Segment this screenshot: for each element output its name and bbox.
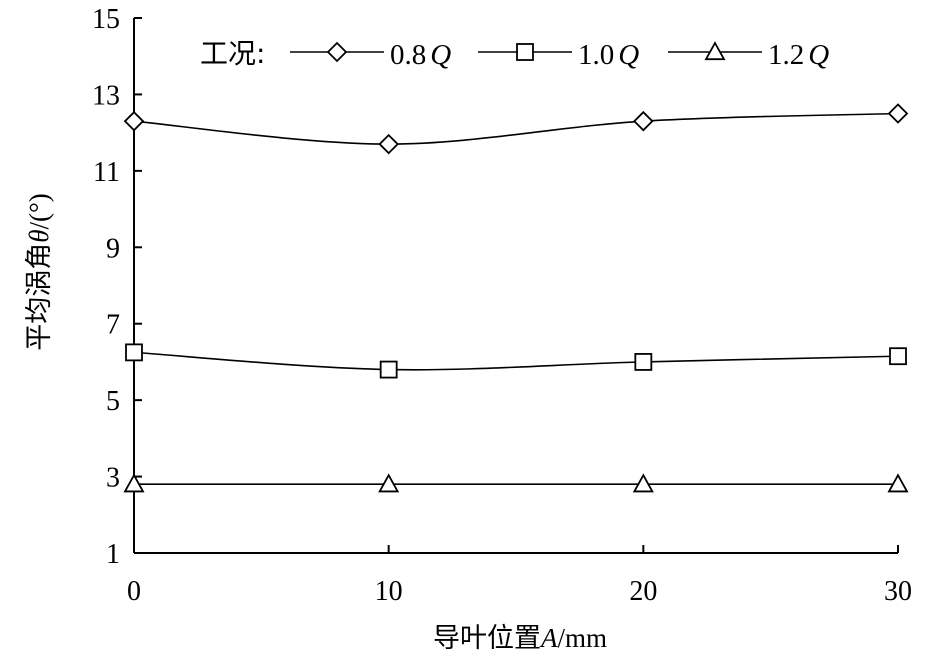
legend-label: 1.2 Q (768, 39, 829, 71)
y-tick-label: 9 (106, 233, 120, 264)
x-tick-label: 30 (884, 576, 912, 607)
data-point-diamond (123, 110, 145, 132)
y-tick-label: 13 (92, 80, 120, 111)
legend: 工况: 0.8 Q 1.0 Q 1.2 Q (200, 37, 829, 71)
data-point-triangle (887, 473, 909, 493)
y-tick-label: 7 (106, 310, 120, 341)
legend-entry: 0.8 Q (290, 39, 451, 71)
x-tick-label: 20 (629, 576, 657, 607)
x-axis-title: 导叶位置A/mm (433, 623, 607, 654)
data-point-triangle (632, 473, 654, 493)
legend-title: 工况: (200, 37, 265, 70)
y-axis-title: 平均涡角θ/(°) (24, 193, 55, 351)
x-tick-label: 10 (375, 576, 403, 607)
series-line-square (133, 351, 899, 371)
legend-label: 0.8 Q (390, 39, 451, 71)
data-point-square (889, 347, 907, 366)
x-tick-label: 0 (127, 576, 141, 607)
series-layer (123, 103, 909, 493)
data-point-square (379, 360, 398, 379)
legend-label: 1.0 Q (578, 39, 639, 71)
data-point-diamond (378, 133, 399, 155)
data-point-square (634, 353, 653, 371)
legend-marker-square (516, 43, 534, 61)
legend-marker-triangle (704, 41, 726, 61)
legend-marker-diamond (326, 41, 348, 63)
data-point-triangle (378, 473, 400, 493)
legend-entry: 1.2 Q (668, 39, 829, 71)
y-tick-label: 1 (106, 539, 120, 570)
data-point-diamond (887, 103, 909, 124)
series-line-diamond (133, 112, 899, 145)
data-point-diamond (633, 110, 654, 132)
y-tick-label: 15 (92, 4, 120, 35)
data-point-square (125, 343, 143, 362)
y-tick-label: 11 (93, 157, 120, 188)
data-point-triangle (123, 473, 145, 493)
legend-entry: 1.0 Q (478, 39, 639, 71)
y-tick-label: 5 (106, 386, 120, 417)
y-tick-label: 3 (106, 463, 120, 494)
